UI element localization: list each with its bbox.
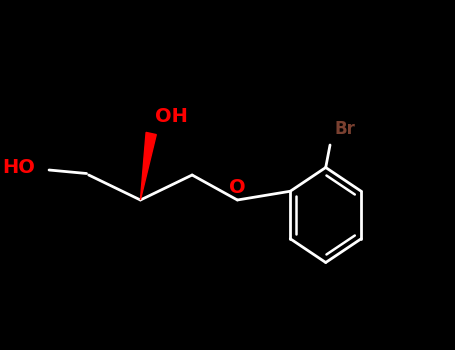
Polygon shape	[141, 132, 156, 200]
Text: Br: Br	[334, 119, 355, 138]
Text: O: O	[229, 178, 246, 197]
Text: OH: OH	[156, 107, 188, 126]
Text: HO: HO	[2, 158, 35, 177]
